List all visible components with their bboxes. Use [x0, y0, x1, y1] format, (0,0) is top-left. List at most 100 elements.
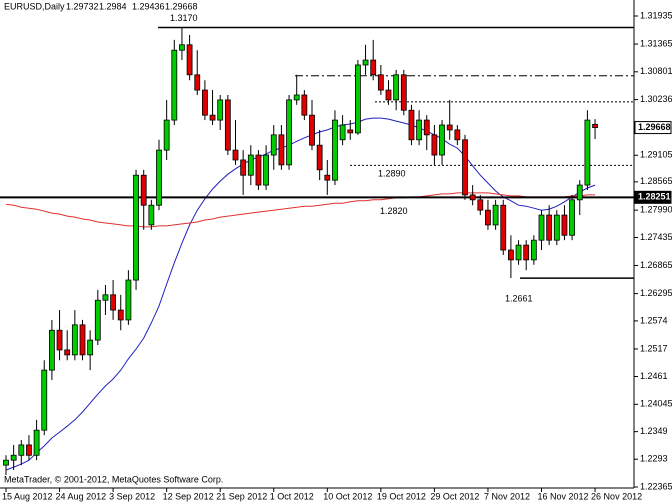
candle-body: [148, 204, 155, 226]
candle-body: [232, 149, 239, 161]
candle-body: [194, 74, 201, 91]
candle-body: [354, 64, 361, 134]
candle-body: [64, 349, 71, 356]
x-tick-label: 26 Nov 2012: [591, 491, 642, 501]
candle-body: [263, 154, 270, 186]
candle-body: [569, 199, 575, 236]
y-tick-label: 1.24045: [640, 399, 672, 409]
moving-average: [5, 192, 596, 228]
candle-body: [347, 129, 354, 134]
y-tick-label: 1.2574: [640, 315, 668, 325]
candle-body: [56, 329, 63, 351]
candle-body: [171, 49, 178, 121]
candle-body: [408, 109, 415, 141]
candle-body: [553, 214, 560, 241]
y-tick-label: 1.31935: [640, 10, 672, 20]
candle-body: [41, 369, 48, 431]
candle-body: [18, 444, 25, 456]
candle-body: [33, 429, 40, 456]
y-tick-label: 1.22365: [640, 481, 672, 491]
price-box-label: 1.28251: [638, 192, 671, 202]
y-tick-label: 1.2461: [640, 371, 668, 381]
candle-body: [393, 74, 400, 101]
candle-body: [469, 194, 476, 201]
x-tick-label: 19 Oct 2012: [377, 491, 426, 501]
candle-body: [339, 124, 346, 141]
candle-body: [286, 99, 292, 166]
y-tick-label: 1.2349: [640, 426, 668, 436]
price-box: [634, 190, 672, 204]
y-tick-label: 1.2293: [640, 454, 668, 464]
x-tick-label: 15 Aug 2012: [2, 491, 53, 501]
y-tick-label: 1.29105: [640, 150, 672, 160]
x-tick-label: 7 Nov 2012: [484, 491, 530, 501]
candle-body: [439, 124, 445, 156]
candle-body: [576, 184, 583, 201]
annotation-label: 1.2820: [380, 206, 408, 216]
candle-body: [293, 94, 300, 101]
candle-body: [201, 89, 208, 116]
candle-body: [423, 119, 430, 136]
candle-body: [500, 204, 507, 251]
candle-body: [370, 59, 377, 76]
candle-body: [400, 74, 407, 111]
candle-body: [125, 279, 132, 321]
annotation-label: 1.2890: [378, 169, 406, 179]
candle-body: [530, 239, 537, 261]
annotation-label: 1.3170: [170, 13, 198, 23]
x-tick-label: 1 Oct 2012: [270, 491, 314, 501]
candle-body: [546, 214, 553, 241]
candle-body: [79, 324, 86, 356]
candle-body: [515, 244, 522, 261]
candle-body: [240, 159, 247, 176]
x-tick-label: 29 Oct 2012: [430, 491, 479, 501]
candle-body: [362, 59, 369, 66]
header-value: 1.29732: [66, 1, 99, 11]
x-tick-label: 21 Sep 2012: [216, 491, 267, 501]
x-tick-label: 16 Nov 2012: [538, 491, 589, 501]
candle-body: [584, 119, 591, 186]
y-tick-label: 1.27990: [640, 205, 672, 215]
candle-body: [316, 144, 323, 171]
candle-body: [133, 174, 139, 281]
candle-body: [301, 94, 308, 116]
candle-body: [477, 199, 484, 211]
candle-body: [454, 129, 461, 141]
symbol: EURUSD,Daily: [4, 1, 65, 11]
candle-body: [247, 154, 254, 176]
candle-body: [592, 124, 598, 128]
candle-body: [270, 134, 277, 156]
header-value: 1.29668: [165, 1, 198, 11]
y-tick-label: 1.28565: [640, 176, 672, 186]
candle-body: [485, 209, 491, 226]
candle-body: [110, 294, 116, 311]
y-tick-label: 1.26865: [640, 260, 672, 270]
candle-body: [102, 294, 109, 301]
candle-body: [163, 119, 170, 151]
x-tick-label: 3 Sep 2012: [109, 491, 155, 501]
candle-body: [186, 44, 193, 76]
candle-body: [416, 119, 423, 141]
candle-body: [255, 154, 262, 186]
y-tick-label: 1.2517: [640, 343, 668, 353]
candle-body: [462, 139, 468, 196]
candle-body: [87, 339, 94, 356]
candle-body: [10, 454, 17, 461]
candle-body: [209, 114, 216, 121]
x-tick-label: 10 Oct 2012: [323, 491, 372, 501]
candle-body: [224, 99, 231, 151]
y-tick-label: 1.26295: [640, 288, 672, 298]
candle-body: [26, 444, 32, 456]
y-tick-label: 1.30801: [640, 66, 672, 76]
y-tick-label: 1.31365: [640, 38, 672, 48]
candle-body: [538, 214, 545, 241]
candle-body: [49, 329, 55, 371]
candle-body: [278, 134, 285, 166]
y-tick-label: 1.27435: [640, 232, 672, 242]
candle-body: [117, 309, 124, 321]
y-tick-label: 1.30236: [640, 94, 672, 104]
candle-body: [507, 249, 514, 261]
candle-body: [377, 74, 384, 91]
